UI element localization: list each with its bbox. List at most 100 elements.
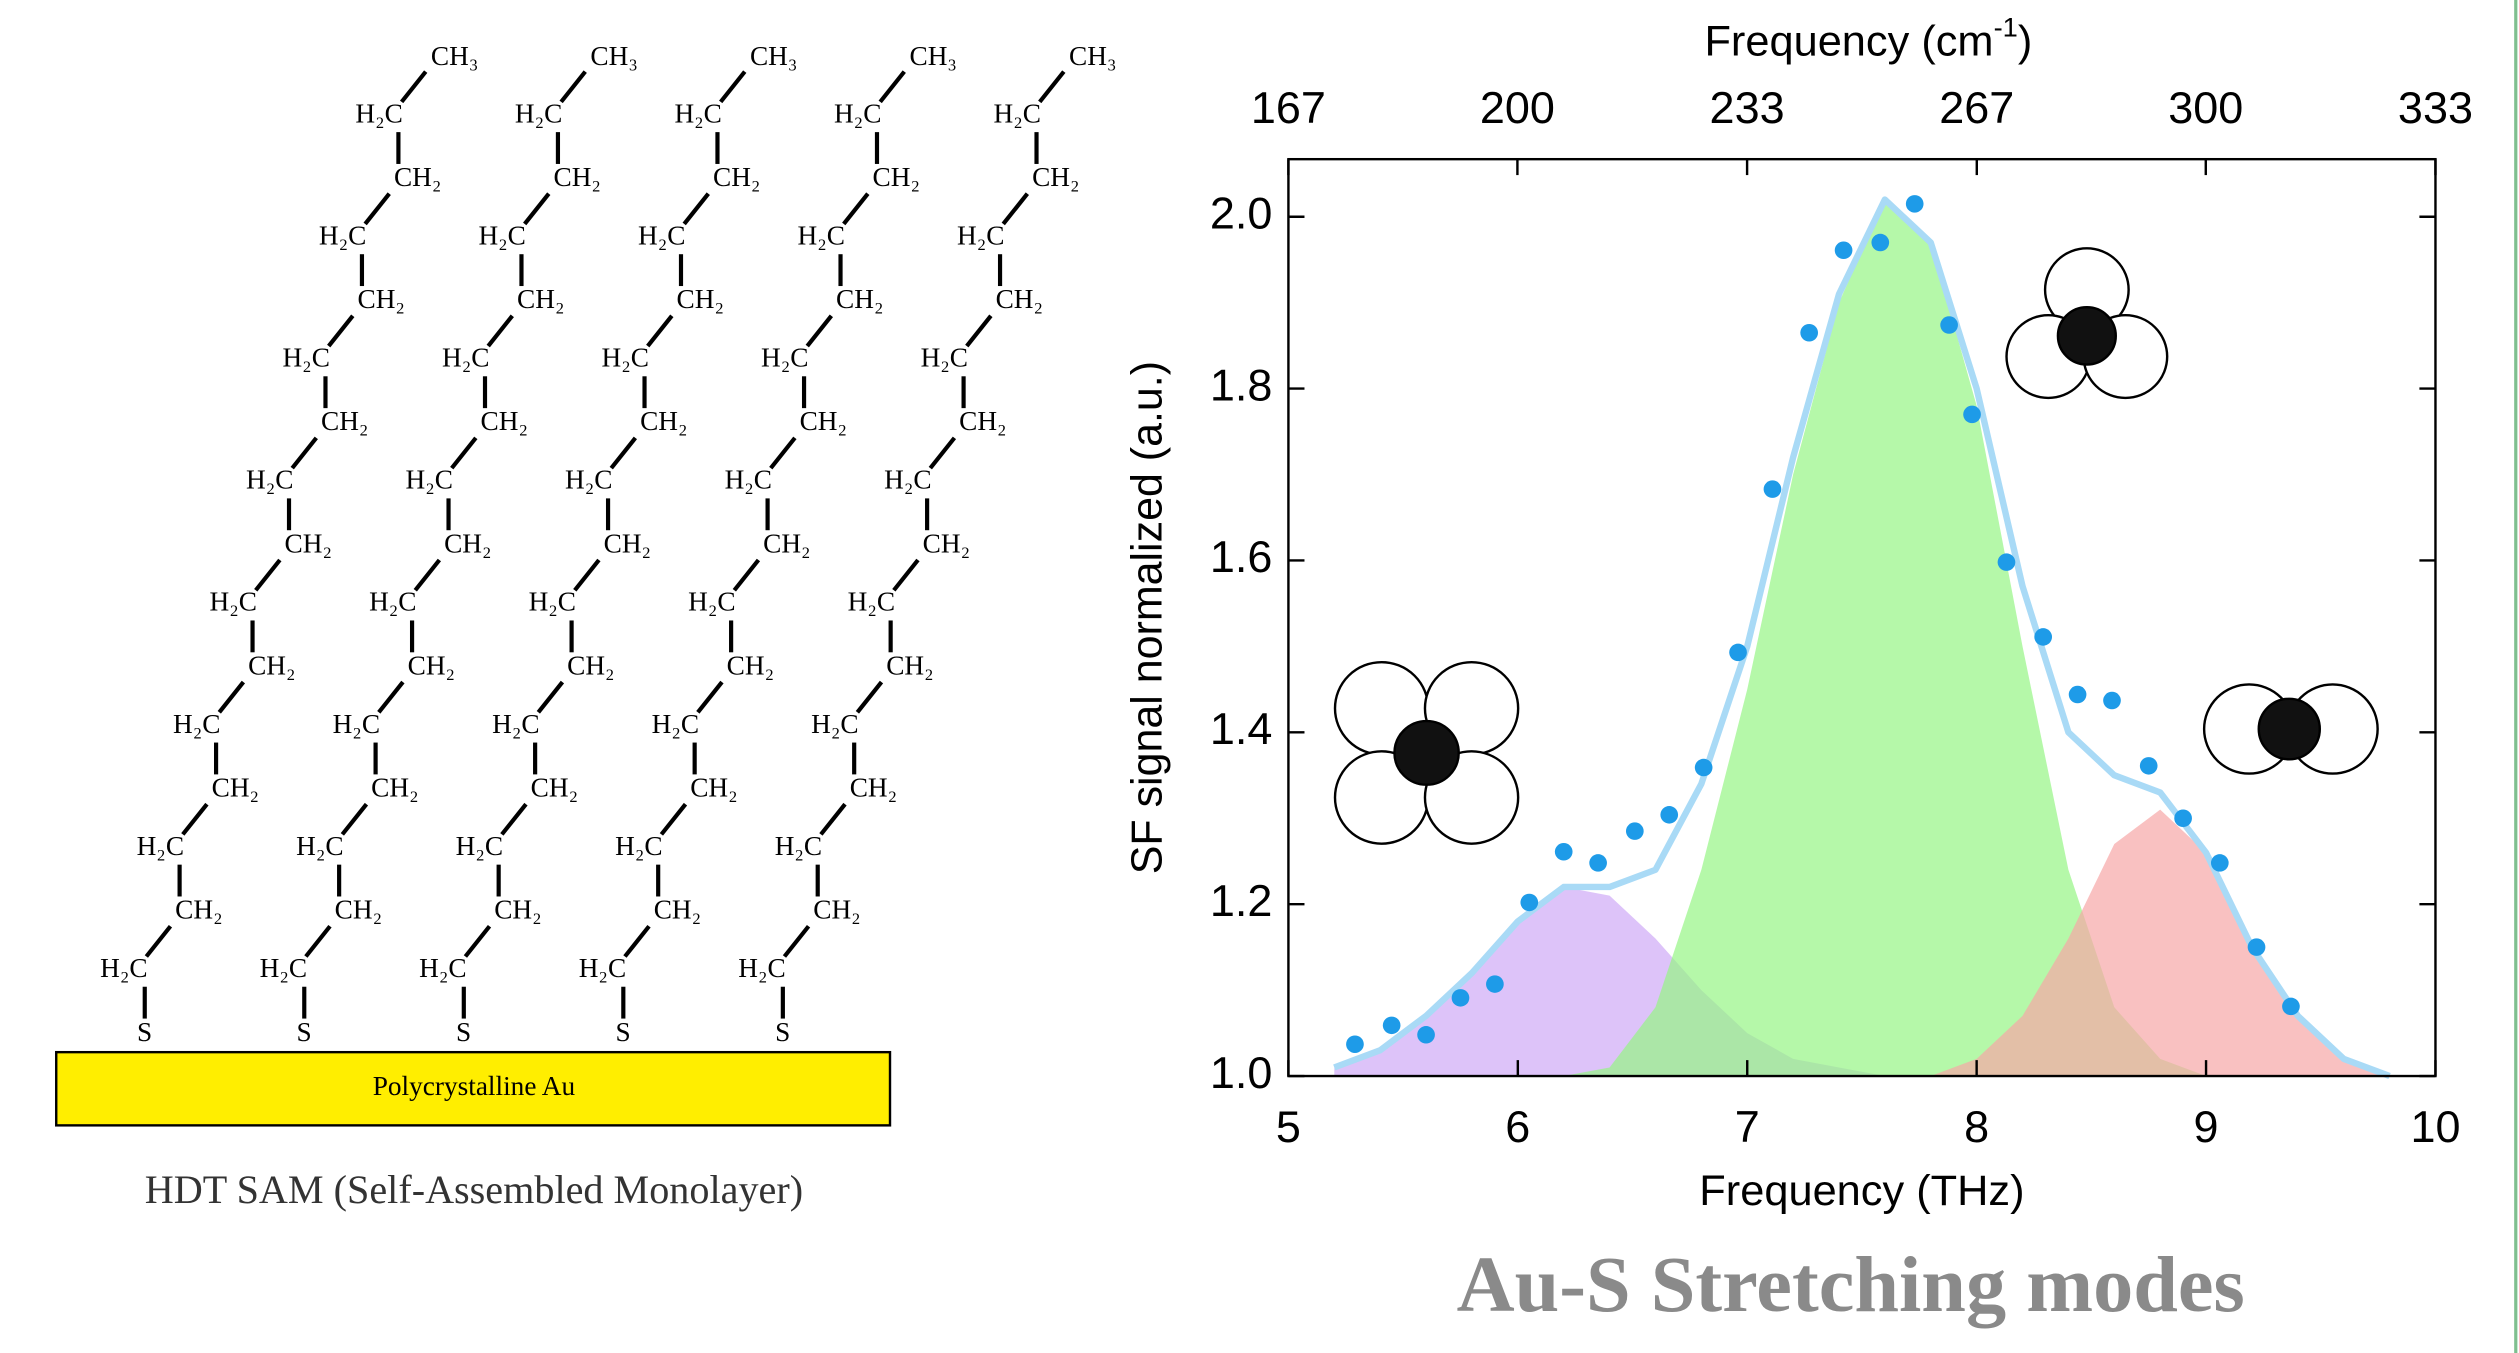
x-tick-label: 10 [2410,1102,2460,1152]
chem-group: S [297,1017,312,1047]
chem-group: S [137,1017,152,1047]
chem-group: H₂C [565,465,612,495]
x2-tick-label: 167 [1251,83,1326,133]
chem-group: H₂C [688,587,735,617]
data-point [1763,480,1782,498]
data-point [1940,316,1958,334]
bond [486,314,514,348]
chem-group: CH₃ [431,41,478,71]
chem-group: H₂C [674,99,721,129]
chem-group: H₂C [173,709,220,739]
chem-group: H₂C [884,465,931,495]
chem-group: H₂C [848,587,895,617]
x-tick-label: 6 [1505,1102,1530,1152]
x-axis-label: Frequency (THz) [1699,1167,2024,1215]
chem-group: CH₂ [886,651,933,681]
chem-group: H₂C [100,953,147,983]
chem-group: H₂C [775,831,822,861]
data-point [1554,843,1573,861]
chem-group: H₂C [296,831,343,861]
data-point [2210,854,2229,872]
chem-group: CH₃ [750,41,797,71]
chem-group: CH₂ [836,284,883,314]
chem-group: H₂C [260,953,307,983]
y-tick-label: 1.0 [1210,1048,1273,1098]
data-point [2174,809,2192,828]
chem-group: CH₂ [567,651,614,681]
data-point [1417,1026,1435,1044]
y-axis-label: SF signal normalized (a.u.) [1124,361,1172,874]
y-tick-label: 2.0 [1210,189,1273,239]
data-point [1834,241,1853,260]
chem-group: CH₂ [713,162,760,192]
chem-group: H₂C [994,99,1041,129]
chem-group: CH₂ [690,773,737,803]
chem-group: H₂C [834,99,881,129]
x2-tick-label: 300 [2168,83,2243,133]
bond [363,192,391,226]
y-tick-label: 1.2 [1210,876,1273,926]
chem-group: H₂C [638,221,685,251]
bond [696,680,724,714]
data-point [2247,938,2266,956]
data-point [2034,628,2053,646]
chem-group: CH₂ [677,284,724,314]
substrate-label: Polycrystalline Au [373,1071,576,1101]
bond [855,680,884,714]
bond [290,436,318,470]
orbital-icon-four [1333,660,1520,845]
data-point [1694,758,1713,777]
x2-tick-label: 200 [1480,83,1555,133]
chem-group: CH₂ [444,528,491,558]
bond [1001,192,1029,226]
plot-frame [1287,157,2437,1078]
x-tick-label: 9 [2194,1102,2219,1152]
chem-group: CH₃ [1069,41,1116,71]
chem-group: CH₂ [640,406,687,436]
x-tick-label: 5 [1276,1102,1301,1152]
chem-group: H₂C [355,99,402,129]
plot: 5 6 7 8 9 10 167 200 233 267 300 333 1.0 1.2 1.4 1.6 1.8… [1124,11,2473,1215]
bond [732,558,761,592]
bond [377,680,405,714]
data-point [1625,822,1644,840]
x2-tick-label: 267 [1939,83,2014,133]
x2-axis-label-part: -1 [1994,11,2018,42]
bond [463,924,492,958]
chem-group: CH₂ [212,773,259,803]
data-point [1997,553,2016,571]
orbital-icon-three [2005,247,2169,400]
bond [609,436,638,470]
orbital-icon-two [2202,683,2379,775]
chem-group: H₂C [456,831,503,861]
data-point [1660,806,1679,824]
chem-group: H₂C [921,343,968,373]
peak-area [1334,809,2390,1077]
chem-group: H₂C [798,221,845,251]
peak-area [1334,199,2390,1077]
bond [928,436,957,470]
data-point [2139,757,2158,775]
bond [573,558,601,592]
chem-group: CH₂ [813,895,860,925]
chem-group: S [616,1017,631,1047]
chem-group: H₂C [419,953,466,983]
x2-axis-label-part: ) [2018,18,2032,66]
chem-group: H₂C [210,587,257,617]
bond [536,680,565,714]
chem-group: CH₂ [996,284,1043,314]
chem-group: CH₂ [923,528,970,558]
bond [1038,70,1066,104]
chem-group: CH₂ [531,773,578,803]
chem-group: CH₂ [654,895,701,925]
x-tick-label: 8 [1964,1102,1989,1152]
y-tick-label: 1.6 [1210,532,1273,582]
data-point [1905,195,1924,213]
y-tick-label: 1.8 [1210,361,1273,411]
chem-group: CH₂ [873,162,920,192]
bond [500,802,528,836]
chem-group: H₂C [282,343,329,373]
chem-group: H₂C [738,953,785,983]
bond [965,314,993,348]
